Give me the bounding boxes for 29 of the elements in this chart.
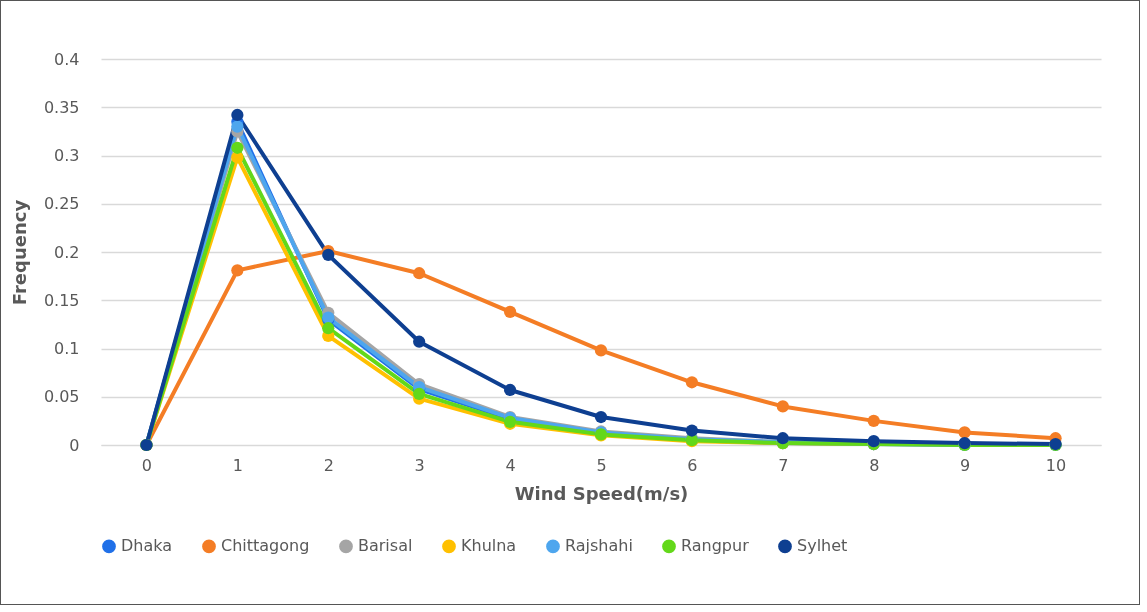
y-tick-label: 0.35 xyxy=(43,97,80,117)
legend-label: Chittagong xyxy=(221,536,310,556)
y-tick-label: 0.3 xyxy=(54,146,80,165)
x-tick-label: 0 xyxy=(141,455,153,475)
legend-label: Khulna xyxy=(461,536,517,556)
y-tick-label: 0.1 xyxy=(54,339,80,358)
y-tick-label: 0.4 xyxy=(54,49,80,69)
y-tick-label: 0 xyxy=(69,435,80,455)
x-tick-label: 5 xyxy=(596,455,607,475)
x-tick-label: 3 xyxy=(414,455,425,475)
y-tick-label: 0.2 xyxy=(54,242,80,262)
x-tick-label: 1 xyxy=(232,455,243,475)
x-tick-label: 7 xyxy=(778,455,789,475)
y-tick-label: 0.15 xyxy=(43,290,80,310)
x-tick-label: 4 xyxy=(505,455,516,475)
x-tick-label: 10 xyxy=(1045,455,1067,475)
y-tick-label: 0.05 xyxy=(43,387,80,407)
x-axis-title: Wind Speed(m/s) xyxy=(514,482,689,504)
y-axis-title: Frequency xyxy=(8,199,30,306)
legend-label: Dhaka xyxy=(121,536,173,556)
x-tick-label: 8 xyxy=(869,455,880,475)
x-tick-label: 9 xyxy=(960,455,971,475)
legend-label: Rangpur xyxy=(681,536,750,556)
legend-label: Sylhet xyxy=(797,536,848,556)
x-tick-label: 2 xyxy=(323,455,334,475)
legend-label: Barisal xyxy=(358,536,413,556)
x-tick-label: 6 xyxy=(687,455,698,475)
legend-label: Rajshahi xyxy=(565,536,633,556)
y-tick-label: 0.25 xyxy=(43,194,80,214)
